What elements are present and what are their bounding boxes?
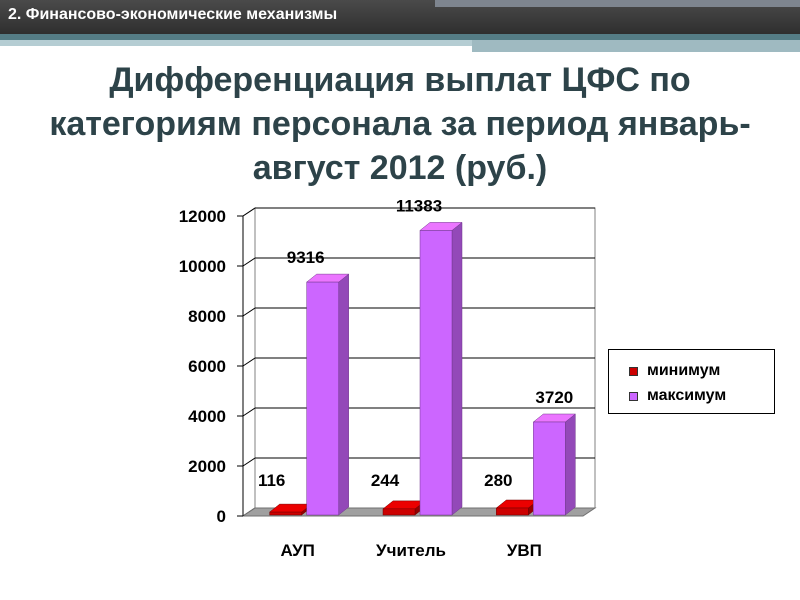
header-stripe-light-right (472, 40, 800, 52)
x-tick-label: УВП (507, 541, 542, 560)
chart-legend: минимум максимум (608, 349, 775, 414)
section-label: 2. Финансово-экономические механизмы (8, 6, 338, 23)
data-label-minimum: 280 (484, 471, 512, 490)
data-label-minimum: 116 (258, 471, 285, 490)
bar-minimum (382, 508, 416, 516)
bar-maximum (306, 281, 339, 516)
gridline-depth (242, 307, 256, 317)
gridline-depth (242, 257, 256, 267)
header-stripe-dark (0, 34, 800, 40)
bar-minimum (269, 511, 302, 516)
bar-side-maximum (451, 221, 463, 516)
header-bar: 2. Финансово-экономические механизмы (0, 0, 800, 34)
x-tick-label: Учитель (376, 541, 446, 560)
data-label-maximum: 11383 (396, 196, 442, 215)
y-tick-label: 12000 (179, 207, 226, 226)
bar-side-maximum (565, 413, 576, 516)
y-tick-label: 6000 (188, 357, 226, 376)
legend-swatch-maximum (629, 392, 638, 401)
gridline-depth (242, 357, 256, 367)
y-tick-label: 0 (217, 507, 226, 526)
y-tick-label: 4000 (188, 407, 226, 426)
y-tick-label: 10000 (179, 257, 226, 276)
header-accent (435, 0, 800, 7)
data-label-maximum: 9316 (287, 248, 325, 267)
slide-title: Дифференциация выплат ЦФС по категориям … (49, 61, 751, 187)
y-tick-label: 8000 (188, 307, 226, 326)
bar-minimum (496, 507, 529, 516)
bar-maximum (419, 230, 453, 516)
x-tick-label: АУП (280, 541, 314, 560)
header-stripe-light-left (0, 40, 472, 46)
legend-label-maximum: максимум (647, 387, 727, 404)
data-label-maximum: 3720 (535, 388, 573, 407)
gridline-depth (242, 407, 256, 417)
gridline-depth (242, 207, 256, 217)
bar-side-maximum (338, 273, 349, 516)
y-tick-label: 2000 (188, 457, 226, 476)
legend-swatch-minimum (629, 367, 638, 376)
gridline-depth (242, 457, 256, 467)
data-label-minimum: 244 (371, 471, 400, 490)
legend-label-minimum: минимум (647, 362, 721, 379)
bar-maximum (533, 421, 566, 516)
